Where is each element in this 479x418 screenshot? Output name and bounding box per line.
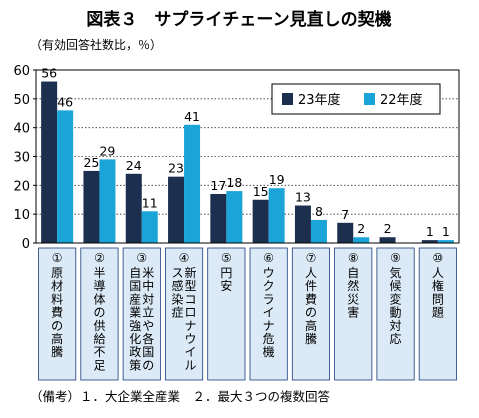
category-box: [207, 247, 246, 381]
data-label: 15: [253, 184, 269, 199]
bar-s1-5: [210, 193, 227, 243]
category-number: ⑧: [348, 251, 359, 265]
category-label: ウクライナ危機: [263, 266, 275, 359]
category-number: ⑥: [263, 251, 274, 265]
legend-swatch: [364, 93, 375, 105]
category-box: [291, 247, 330, 381]
bar-s2-7: [310, 219, 327, 243]
category-number: ⑦: [306, 251, 317, 265]
legend-swatch: [282, 93, 293, 105]
category-box: [249, 247, 288, 381]
category-box: [418, 247, 457, 381]
legend-label: 22年度: [380, 92, 423, 108]
legend-label: 23年度: [298, 92, 341, 108]
category-label: 米中対立や各国の自国産業強化政策: [129, 266, 154, 372]
bar-s1-10: [421, 240, 438, 243]
category-label: 半導体の供給不足: [93, 266, 105, 372]
data-label: 1: [442, 224, 450, 239]
category-number: ①: [52, 251, 63, 265]
category-label: 新型コロナウイルス感染症: [172, 265, 197, 372]
category-box: [376, 247, 415, 381]
bar-s1-4: [168, 176, 185, 243]
data-label: 8: [315, 204, 323, 219]
data-label: 41: [184, 109, 200, 124]
data-label: 56: [41, 66, 57, 81]
category-label: 円安: [220, 266, 232, 293]
y-tick-label: 10: [13, 208, 30, 223]
bar-s2-5: [226, 191, 243, 243]
bar-s1-9: [379, 237, 396, 243]
data-label: 7: [341, 207, 349, 222]
data-label: 2: [357, 221, 365, 236]
category-box: [122, 247, 161, 381]
bar-s1-1: [41, 81, 58, 244]
category-number: ⑩: [432, 251, 443, 265]
data-label: 29: [99, 143, 115, 158]
bar-s2-4: [184, 124, 201, 243]
data-label: 46: [57, 94, 73, 109]
data-label: 13: [295, 190, 311, 205]
bar-s1-7: [294, 205, 311, 243]
bar-s2-6: [268, 188, 285, 243]
category-label: 原材料費の高騰: [51, 266, 63, 359]
category-number: ⑨: [390, 251, 401, 265]
data-label: 17: [210, 178, 226, 193]
data-label: 25: [83, 155, 99, 170]
plot-frame: [35, 69, 460, 244]
bar-s2-2: [99, 159, 116, 243]
y-tick-label: 0: [22, 237, 30, 252]
category-label: 自然災害: [347, 266, 359, 320]
category-label: 人件費の高騰: [305, 266, 317, 346]
y-tick-label: 30: [13, 151, 30, 166]
data-label: 11: [142, 195, 158, 210]
data-label: 2: [384, 221, 392, 236]
y-tick-label: 50: [13, 93, 30, 108]
chart-title: 図表３ サプライチェーン見直しの契機: [86, 9, 391, 30]
data-label: 23: [168, 161, 184, 176]
category-label: 人権問題: [432, 266, 444, 320]
legend: [271, 83, 441, 115]
category-number: ③: [136, 251, 147, 265]
bar-s1-8: [337, 222, 354, 243]
bar-s2-3: [141, 211, 158, 243]
y-tick-label: 20: [13, 179, 30, 194]
category-number: ④: [179, 251, 190, 265]
data-label: 19: [269, 172, 285, 187]
note: （備考）１．大企業全産業 ２．最大３つの複数回答: [30, 389, 331, 404]
bar-s1-3: [125, 173, 142, 243]
category-box: [38, 247, 77, 381]
data-label: 1: [426, 224, 434, 239]
category-number: ⑤: [221, 251, 232, 265]
data-label: 18: [226, 175, 242, 190]
category-label: 気候変動対応: [390, 265, 402, 346]
bar-s1-6: [252, 199, 269, 243]
y-tick-label: 40: [13, 122, 30, 137]
bar-s1-2: [83, 170, 100, 243]
bar-s2-1: [57, 110, 74, 243]
data-label: 24: [126, 158, 142, 173]
unit-label: （有効回答社数比，％）: [30, 37, 162, 52]
category-box: [334, 247, 373, 381]
category-box: [80, 247, 119, 381]
bar-s2-8: [353, 237, 370, 243]
category-number: ②: [94, 251, 105, 265]
y-tick-label: 60: [13, 64, 30, 79]
category-box: [164, 247, 204, 381]
bar-s2-10: [437, 240, 454, 243]
